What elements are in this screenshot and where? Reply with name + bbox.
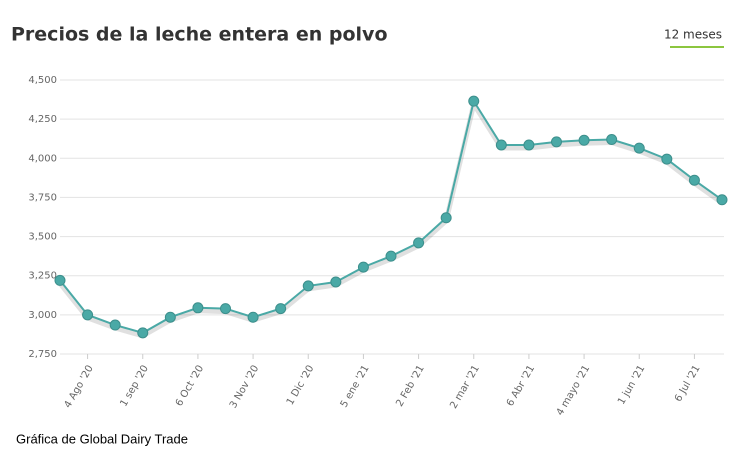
y-tick-label: 3,750 — [28, 192, 57, 203]
y-tick-label: 4,250 — [28, 114, 57, 125]
data-point — [468, 95, 480, 107]
data-point — [523, 139, 535, 151]
y-tick-label: 3,250 — [28, 271, 57, 282]
data-point — [82, 309, 94, 321]
data-point — [440, 212, 452, 224]
data-point — [330, 276, 342, 288]
data-point — [633, 142, 645, 154]
data-point — [357, 261, 369, 273]
data-point — [275, 303, 287, 315]
y-tick-label: 3,500 — [28, 232, 57, 243]
data-point — [413, 237, 425, 249]
data-point — [54, 274, 66, 286]
range-tab[interactable]: 12 meses — [664, 28, 722, 42]
chart-title: Precios de la leche entera en polvo — [11, 24, 388, 46]
data-point — [137, 327, 149, 339]
data-point — [495, 139, 507, 151]
data-point — [109, 319, 121, 331]
data-point — [606, 133, 618, 145]
y-tick-label: 2,750 — [28, 349, 57, 360]
data-point — [164, 311, 176, 323]
data-point — [247, 311, 259, 323]
data-point — [661, 153, 673, 165]
data-point — [688, 174, 700, 186]
y-tick-label: 4,000 — [28, 153, 57, 164]
y-tick-label: 4,500 — [28, 75, 57, 86]
y-tick-label: 3,000 — [28, 310, 57, 321]
data-point — [578, 134, 590, 146]
data-point — [385, 250, 397, 262]
source-note: Gráfica de Global Dairy Trade — [16, 431, 188, 446]
data-point — [302, 280, 314, 292]
data-point — [192, 302, 204, 314]
data-point — [220, 303, 231, 315]
data-point — [551, 136, 562, 148]
data-point — [716, 194, 728, 206]
